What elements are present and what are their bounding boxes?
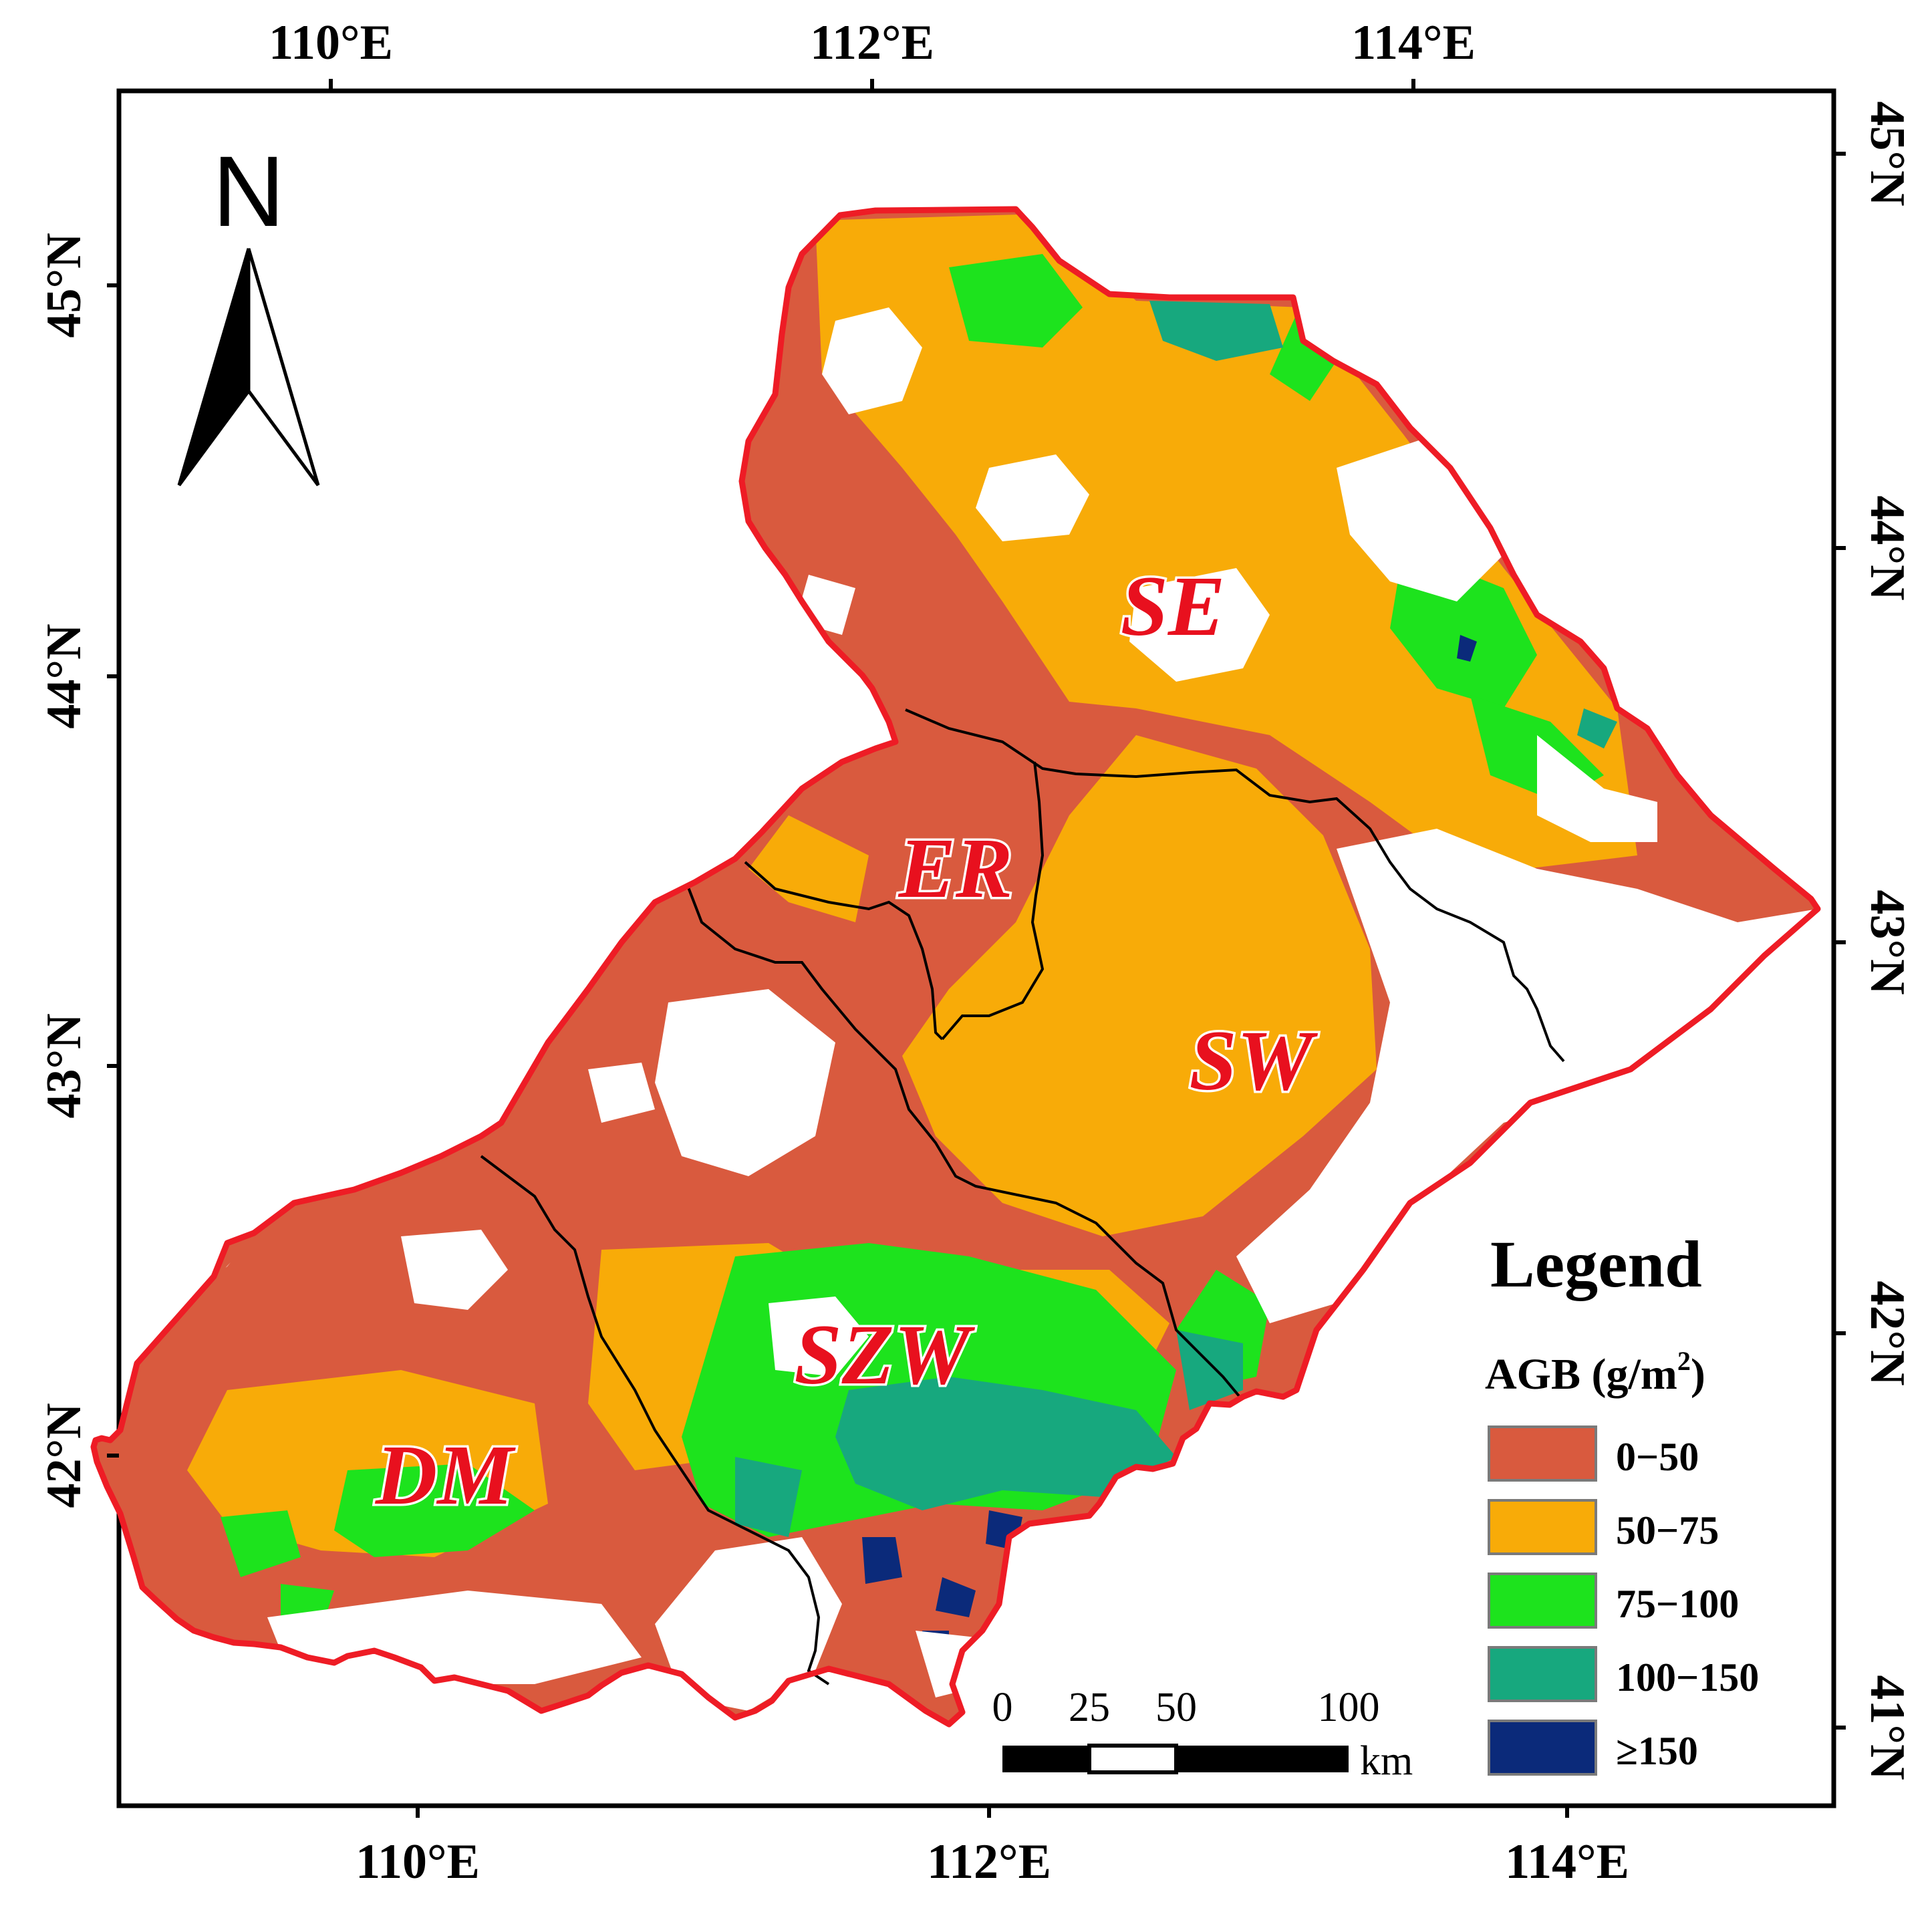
scale-label: 25 xyxy=(1069,1685,1110,1730)
axis-ticks xyxy=(107,79,1846,1818)
right-tick-label: 42°N xyxy=(1860,1280,1915,1385)
er-west-boundary xyxy=(744,861,944,1041)
right-tick-label: 41°N xyxy=(1860,1675,1915,1780)
legend-label-150-plus: ≥150 xyxy=(1616,1729,1698,1773)
legend-swatch-0-50 xyxy=(1488,1425,1597,1482)
scale-label: 100 xyxy=(1318,1685,1380,1730)
legend-swatch-50-75 xyxy=(1488,1499,1597,1555)
left-tick-label: 45°N xyxy=(37,233,92,337)
er-sw-boundary xyxy=(941,761,1045,1041)
left-tick-label: 42°N xyxy=(37,1403,92,1508)
scale-label: 0 xyxy=(992,1685,1013,1730)
scale-bar: 0 25 50 100 km xyxy=(992,1685,1413,1784)
legend-swatch-75-100 xyxy=(1488,1573,1597,1629)
legend-swatch-150-plus xyxy=(1488,1720,1597,1776)
region-label-er: ER xyxy=(898,821,1013,916)
region-label-se: SE xyxy=(1121,559,1226,654)
scale-segment-dark xyxy=(1176,1746,1349,1772)
legend-label-100-150: 100−150 xyxy=(1616,1655,1759,1699)
no-vegetation-area xyxy=(267,307,1818,1711)
scale-segment-dark xyxy=(1002,1746,1089,1772)
legend-title: Legend xyxy=(1490,1227,1702,1301)
north-arrow-right-half xyxy=(247,248,320,487)
region-label-dm: DM xyxy=(375,1427,516,1522)
agb-class-100-150-area xyxy=(735,301,1617,1537)
right-tick-label: 43°N xyxy=(1860,890,1915,994)
scale-unit: km xyxy=(1360,1738,1413,1784)
szw-sw-boundary xyxy=(687,887,1241,1398)
dm-szw-boundary xyxy=(480,1155,830,1685)
left-tick-label: 44°N xyxy=(37,624,92,728)
legend: Legend AGB (g/m2) 0−50 50−75 75−100 100−… xyxy=(1485,1227,1759,1776)
region-label-sw: SW xyxy=(1190,1013,1319,1108)
legend-swatch-100-150 xyxy=(1488,1646,1597,1702)
north-arrow-icon: N xyxy=(177,135,320,487)
scale-segment-light xyxy=(1087,1744,1178,1774)
region-label-szw: SZW xyxy=(794,1307,975,1402)
se-er-boundary xyxy=(905,708,1565,1063)
right-tick-label: 44°N xyxy=(1860,495,1915,600)
legend-label-0-50: 0−50 xyxy=(1616,1435,1699,1479)
left-tick-label: 43°N xyxy=(37,1013,92,1118)
right-tick-label: 45°N xyxy=(1860,101,1915,206)
legend-subtitle: AGB (g/m2) xyxy=(1485,1346,1705,1399)
legend-label-75-100: 75−100 xyxy=(1616,1582,1739,1626)
bottom-tick-label: 112°E xyxy=(927,1834,1051,1889)
top-tick-label: 112°E xyxy=(810,15,934,70)
legend-label-50-75: 50−75 xyxy=(1616,1508,1719,1552)
north-label: N xyxy=(213,135,285,247)
bottom-tick-label: 114°E xyxy=(1505,1834,1629,1889)
study-area-boundary xyxy=(90,206,1821,1728)
subregion-boundaries xyxy=(480,708,1565,1685)
scale-label: 50 xyxy=(1155,1685,1197,1730)
top-tick-label: 110°E xyxy=(269,15,393,70)
bottom-tick-label: 110°E xyxy=(356,1834,480,1889)
top-tick-label: 114°E xyxy=(1351,15,1476,70)
